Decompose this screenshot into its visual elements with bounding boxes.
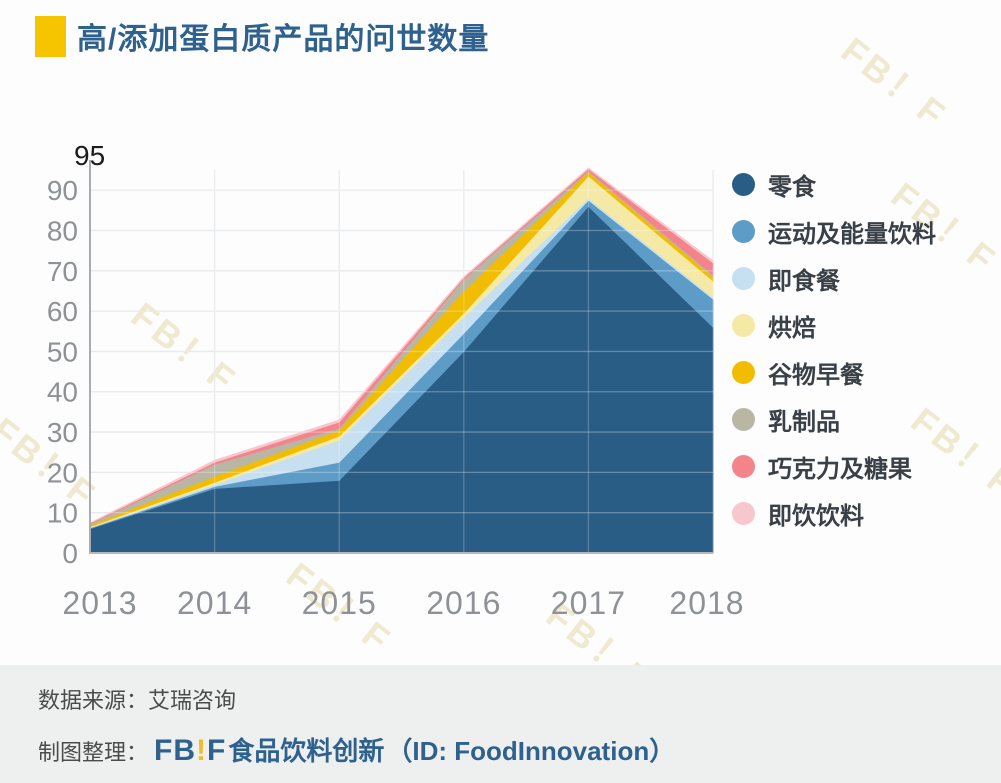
legend-item-1: 运动及能量饮料 [732,219,936,248]
data-source-line: 数据来源：艾瑞咨询 [38,688,237,713]
legend-label: 烘焙 [768,314,816,342]
legend-item-5: 乳制品 [732,407,936,436]
fbif-logo: FB!F [154,734,226,768]
account-id: （ID: FoodInnovation） [386,736,676,766]
legend-label: 巧克力及糖果 [768,455,912,483]
area-series-7 [89,167,714,524]
y-tick-label: 50 [47,336,78,367]
y-tick-label: 70 [47,256,78,287]
credit-line: 制图整理： FB!F 食品饮料创新 （ID: FoodInnovation） [38,731,1001,768]
legend-swatch [732,501,755,525]
legend-swatch [732,360,755,384]
legend-item-0: 零食 [732,172,936,201]
stacked-area-chart: 0 10 20 30 40 50 60 70 80 90 2013 2014 2015 2016 2017 2… [47,160,744,621]
x-tick-label: 2016 [426,585,501,621]
logo-exclamation: ! [196,734,208,767]
legend-label: 零食 [768,173,816,201]
x-tick-label: 2018 [669,585,744,621]
legend-swatch [732,219,755,243]
y-tick-label: 80 [47,215,78,246]
legend-label: 谷物早餐 [768,361,864,389]
page-title: 高/添加蛋白质产品的问世数量 [77,23,490,56]
y-tick-label: 40 [47,377,78,408]
legend-item-3: 烘焙 [732,313,936,342]
legend-label: 即食餐 [768,267,840,295]
y-tick-label: 60 [47,296,78,327]
x-tick-label: 2013 [62,585,137,621]
legend-item-4: 谷物早餐 [732,360,936,389]
legend-swatch [732,266,755,290]
x-tick-label: 2017 [551,585,626,621]
chart-legend: 零食运动及能量饮料 即食餐烘焙谷物早餐乳制品巧克力及糖果 即饮饮料 [732,172,936,548]
y-tick-label: 90 [47,175,78,206]
legend-item-7: 即饮饮料 [732,501,936,530]
x-tick-label: 2015 [302,585,377,621]
legend-swatch [732,454,755,478]
credit-label: 制图整理： [38,740,149,765]
legend-item-6: 巧克力及糖果 [732,454,936,483]
logo-fb: FB [154,734,197,767]
y-axis-max-label: 95 [74,140,106,171]
logo-name: 食品饮料创新 [228,736,385,766]
y-tick-label: 10 [47,498,78,529]
y-tick-label: 0 [62,538,78,569]
legend-swatch [732,313,755,337]
legend-item-2: 即食餐 [732,266,936,295]
legend-label: 运动及能量饮料 [768,220,936,248]
chart-header: 高/添加蛋白质产品的问世数量 [35,14,489,58]
x-tick-label: 2014 [177,585,252,621]
footer: 数据来源：艾瑞咨询 制图整理： FB!F 食品饮料创新 （ID: FoodInn… [0,665,1001,783]
logo-f: F [207,734,227,767]
legend-label: 乳制品 [768,408,840,436]
legend-swatch [732,407,755,431]
title-accent-square [35,15,66,57]
legend-swatch [732,172,755,196]
legend-label: 即饮饮料 [768,502,864,530]
y-tick-label: 20 [47,457,78,488]
y-tick-label: 30 [47,417,78,448]
